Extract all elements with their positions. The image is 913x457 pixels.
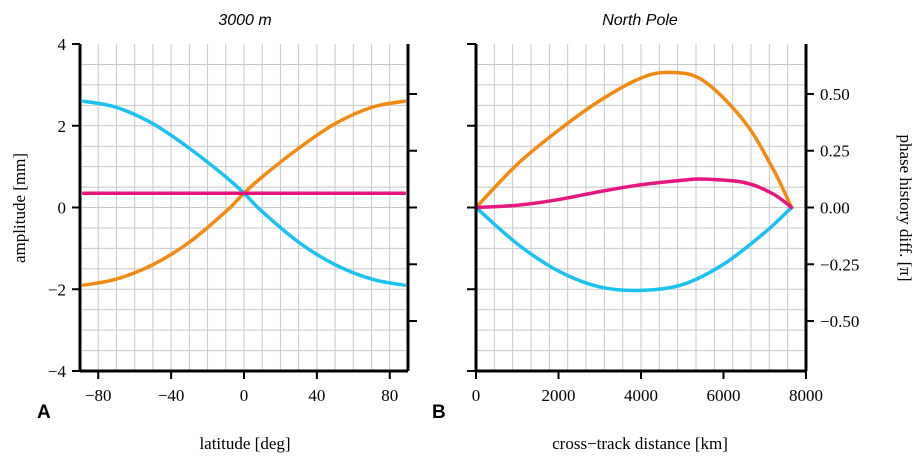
panel-a-xlabel: latitude [deg]	[199, 434, 290, 453]
panel-a: −80 −40 0 40 80 −4 −2 0 2 4 3000 m latitude [deg]…	[10, 12, 417, 453]
panel-a-ytick-label: −4	[48, 362, 67, 381]
panel-a-ytick-label: 2	[58, 117, 67, 136]
panel-a-ytick-label: 4	[58, 35, 67, 54]
panel-a-letter: A	[37, 402, 51, 423]
panel-a-xtick-label: 0	[240, 386, 249, 405]
panel-a-title: 3000 m	[218, 12, 271, 29]
panel-b-xtick-label: 8000	[789, 386, 823, 405]
panel-b-xlabel: cross−track distance [km]	[552, 434, 728, 453]
panel-a-xtick-label: −80	[85, 386, 112, 405]
panel-b: 0 2000 4000 6000 8000−0.50−0.250.000.250.50 …	[432, 12, 913, 453]
panel-a-grid	[80, 44, 408, 371]
panel-a-labels: −80 −40 0 40 80 −4 −2 0 2 4	[48, 35, 398, 405]
panel-b-ytick-label: 0.25	[820, 142, 850, 161]
panel-b-labels: 0 2000 4000 6000 8000 −0.50 −0.25 0.00 0.25 0.50	[472, 85, 860, 405]
panel-b-series-magenta	[476, 179, 792, 208]
panel-b-xtick-label: 2000	[542, 386, 576, 405]
panel-a-ytick-label: −2	[48, 280, 66, 299]
panel-a-ylabel: amplitude [mm]	[10, 153, 29, 263]
panel-a-ytick-label: 0	[58, 199, 67, 218]
panel-b-title: North Pole	[602, 12, 678, 29]
panel-a-xtick-label: 80	[381, 386, 398, 405]
panel-a-xtick-label: −40	[158, 386, 185, 405]
panel-b-series-cyan	[476, 208, 792, 291]
panel-b-ytick-label: 0.50	[820, 85, 850, 104]
panel-b-ytick-label: −0.25	[820, 255, 859, 274]
panel-b-letter: B	[432, 402, 446, 423]
panel-b-xtick-label: 0	[472, 386, 481, 405]
panel-b-grid	[476, 44, 806, 371]
panel-b-ylabel: phase history diff. [π]	[896, 134, 913, 281]
panel-b-xtick-label: 4000	[624, 386, 658, 405]
panel-b-ytick-label: 0.00	[820, 199, 850, 218]
panel-a-xtick-label: 40	[308, 386, 325, 405]
panel-b-xtick-label: 6000	[707, 386, 741, 405]
panel-b-ytick-label: −0.50	[820, 312, 859, 331]
